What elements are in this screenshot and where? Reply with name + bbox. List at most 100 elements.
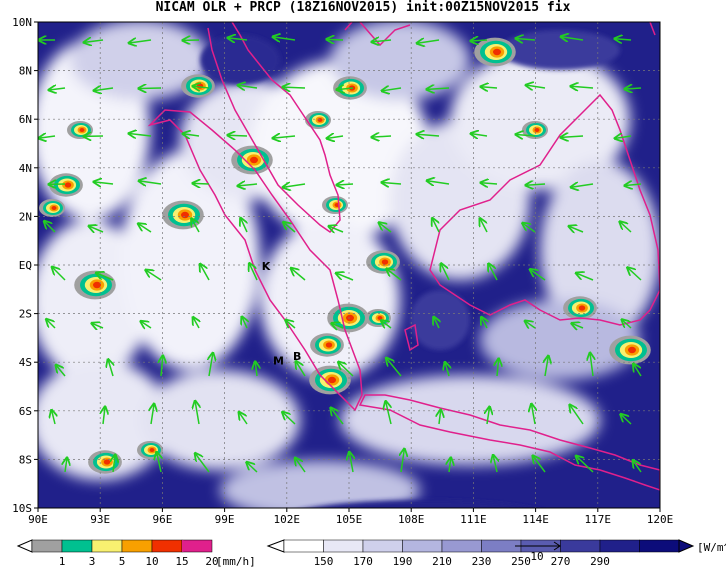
wind-vector <box>615 136 632 138</box>
plot-area: K M B <box>38 0 660 508</box>
wind-vector <box>349 452 353 473</box>
x-tick-label: 105E <box>336 513 363 526</box>
wind-vector <box>52 267 66 281</box>
olr-colorbar-swatch <box>283 539 324 553</box>
precip-colorbar-swatch <box>31 539 63 553</box>
wind-vector <box>481 183 498 184</box>
wind-vector <box>531 404 535 425</box>
precip-cell <box>366 250 400 274</box>
precip-colorbar-swatch <box>121 539 153 553</box>
wind-vector <box>571 184 594 187</box>
wind-vector <box>471 134 488 136</box>
wind-vector <box>108 360 113 377</box>
wind-vector <box>113 455 115 473</box>
x-tick-label: 117E <box>585 513 612 526</box>
y-tick-label: 4N <box>19 162 32 175</box>
precip-colorbar: 1 3 5 10 15 20[mm/h] <box>16 539 256 568</box>
precip-cell-core <box>93 281 101 289</box>
wind-vector <box>228 38 248 40</box>
x-tick-label: 99E <box>215 513 235 526</box>
precip-cell-heavy <box>99 5 108 12</box>
wind-vector <box>331 408 344 425</box>
precip-colorbar-swatch <box>91 539 123 553</box>
y-tick-label: 8N <box>19 65 32 78</box>
precip-cell-core <box>628 346 636 354</box>
wind-vector <box>291 268 306 281</box>
precip-cell-core <box>64 182 72 188</box>
precip-cell <box>88 450 122 474</box>
wind-vector <box>161 356 163 377</box>
wind-vector <box>561 37 584 40</box>
precip-cell <box>309 365 351 395</box>
y-tick-label: 10N <box>12 16 32 29</box>
wind-vector <box>151 404 154 425</box>
wind-vector <box>336 273 354 281</box>
wind-vector <box>286 320 296 329</box>
precip-colorbar-high-end <box>182 540 212 552</box>
olr-colorbar-label: 170 <box>353 555 373 568</box>
x-tick-label: 108E <box>398 513 425 526</box>
precip-cell-moderate <box>95 3 109 13</box>
malay-peninsula-coastline <box>207 22 341 234</box>
y-tick-label: 6S <box>19 405 32 418</box>
wind-vector <box>372 40 392 42</box>
precip-cell-core <box>328 376 336 384</box>
wind-vector <box>570 405 584 425</box>
wind-vector <box>481 317 487 329</box>
java-sea-island-coastline <box>404 323 419 352</box>
olr-cloud-field <box>38 22 660 508</box>
wind-vector <box>576 273 594 281</box>
wind-vector <box>195 401 199 425</box>
precip-cell-core <box>79 128 85 132</box>
wind-vector <box>238 85 258 88</box>
precip-cell <box>49 173 83 197</box>
wind-vector <box>621 414 632 425</box>
wind-vector <box>296 362 306 377</box>
wind-vector <box>141 321 152 328</box>
wind-vector <box>283 184 306 187</box>
wind-vector <box>533 456 546 473</box>
precip-cell <box>74 270 116 300</box>
chart-title: NICAM OLR + PRCP (18Z16NOV2015) init:00Z… <box>155 0 571 15</box>
wind-vector <box>183 134 200 136</box>
olr-colorbar-swatch <box>441 539 482 553</box>
wind-vector <box>382 182 402 184</box>
precip-cell-core <box>101 6 106 10</box>
wind-vector <box>386 358 402 377</box>
wind-vector <box>337 88 354 90</box>
wind-vector <box>590 353 593 377</box>
wind-vector <box>193 86 210 88</box>
wind-vector <box>434 317 439 329</box>
precip-cell-core <box>578 305 586 311</box>
wind-vector <box>622 320 632 329</box>
reference-vector-label: 10 <box>530 550 543 563</box>
olr-colorbar-swatch <box>599 539 640 553</box>
wind-vector <box>525 321 536 328</box>
precip-colorbar-label: 15 <box>175 555 188 568</box>
wind-vector <box>200 264 210 281</box>
x-tick-label: 90E <box>28 513 48 526</box>
wind-vector <box>327 136 344 138</box>
olr-colorbar-swatch <box>362 539 403 553</box>
wind-vector <box>530 270 546 281</box>
wind-vector <box>526 184 546 185</box>
precip-cell-core <box>317 118 323 122</box>
precip-cell-edge <box>88 0 114 17</box>
wind-vector <box>487 407 490 425</box>
wind-vector <box>139 181 162 184</box>
precip-cell <box>137 441 163 459</box>
wind-vector <box>569 226 584 232</box>
wind-vector <box>489 264 498 281</box>
wind-vector <box>633 460 642 473</box>
wind-vector <box>228 135 248 136</box>
precip-cell <box>474 37 516 67</box>
precip-cell-core <box>51 206 57 210</box>
wind-vector <box>138 224 152 233</box>
wind-vector <box>273 136 296 138</box>
wind-vector <box>84 40 104 42</box>
wind-vector <box>284 222 296 233</box>
olr-colorbar-low-end <box>266 539 285 553</box>
java-coastline <box>358 394 660 491</box>
wind-vector <box>615 39 632 40</box>
precip-colorbar-low-end <box>16 539 33 553</box>
